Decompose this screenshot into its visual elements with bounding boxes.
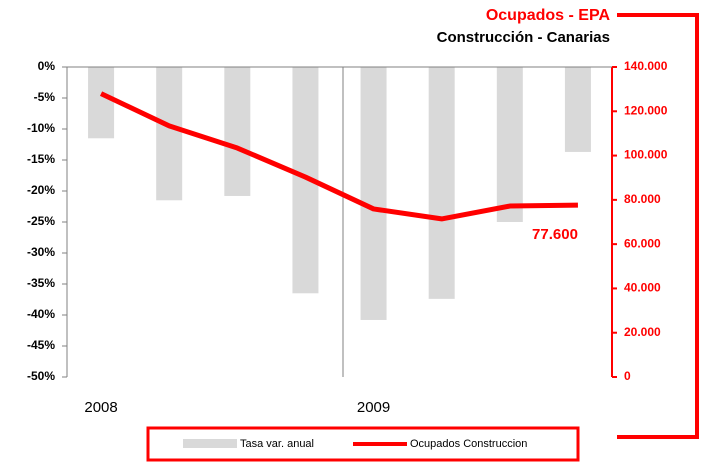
data-label: 77.600 [532, 226, 578, 243]
y2-tick-label: 140.000 [624, 59, 668, 73]
bar [360, 67, 387, 320]
y-tick-label: -25% [27, 214, 55, 228]
bar [496, 67, 523, 222]
x-tick-label: 2008 [84, 399, 117, 416]
y-tick-label: -35% [27, 276, 55, 290]
legend-label: Tasa var. anual [240, 438, 314, 450]
y-tick-label: -30% [27, 245, 55, 259]
y-tick-label: -45% [27, 338, 55, 352]
frame-bracket [617, 13, 699, 439]
bar [88, 67, 115, 139]
y2-tick-label: 100.000 [624, 148, 668, 162]
bar [156, 67, 183, 201]
y-tick-label: -5% [34, 90, 56, 104]
y-tick-label: -10% [27, 121, 55, 135]
y2-tick-label: 20.000 [624, 325, 661, 339]
y-tick-label: -40% [27, 307, 55, 321]
bar [564, 67, 591, 152]
y-tick-label: -20% [27, 183, 55, 197]
bar [224, 67, 251, 196]
chart-subtitle: Construcción - Canarias [437, 29, 610, 46]
legend-label: Ocupados Construccion [410, 438, 527, 450]
line [99, 91, 578, 222]
y2-tick-label: 60.000 [624, 236, 661, 250]
y2-tick-label: 80.000 [624, 192, 661, 206]
y-tick-label: -50% [27, 369, 55, 383]
x-tick-label: 2009 [357, 399, 390, 416]
chart-title: Ocupados - EPA [486, 7, 611, 24]
legend-swatch [183, 439, 237, 448]
y2-tick-label: 40.000 [624, 281, 661, 295]
y2-tick-label: 120.000 [624, 103, 668, 117]
y-tick-label: -15% [27, 152, 55, 166]
legend [146, 426, 580, 462]
y-tick-label: 0% [38, 59, 56, 73]
bar [428, 67, 455, 299]
y2-tick-label: 0 [624, 369, 631, 383]
